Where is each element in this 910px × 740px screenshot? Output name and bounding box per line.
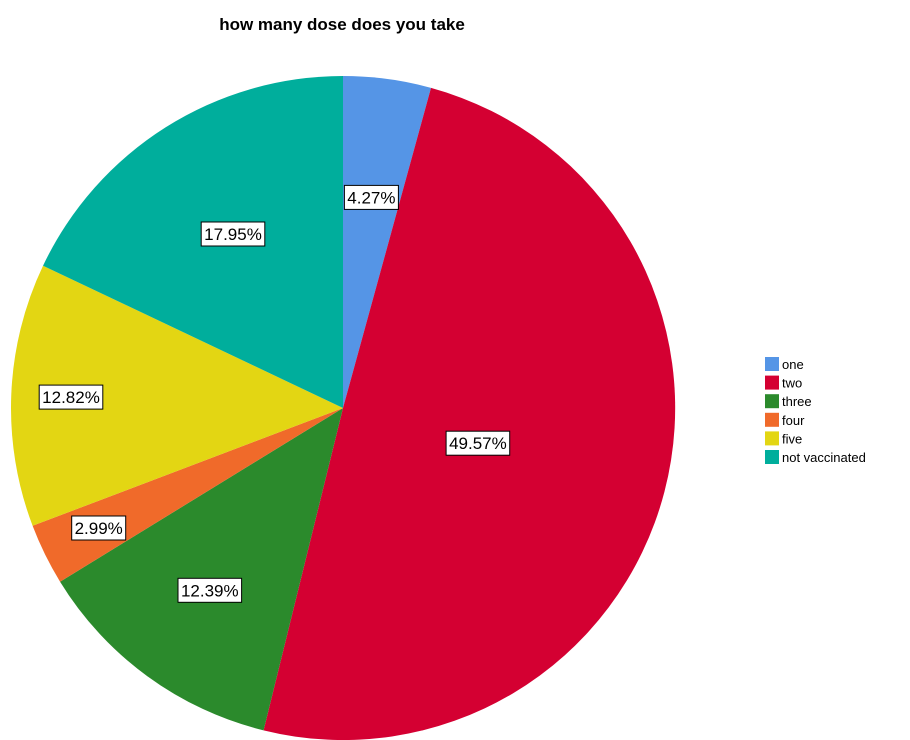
data-label-box — [38, 384, 104, 410]
legend-swatch — [765, 375, 779, 390]
data-label-box — [343, 184, 399, 210]
data-label-not-vaccinated: 17.95% — [200, 221, 266, 247]
pie-slices — [11, 76, 676, 740]
data-label-text: 49.57% — [449, 434, 507, 453]
data-label-text: 12.39% — [181, 581, 239, 600]
data-label-box — [177, 577, 243, 603]
legend-label: five — [782, 431, 802, 446]
legend-swatch — [765, 394, 779, 409]
data-label-text: 4.27% — [347, 188, 395, 207]
data-label-box — [71, 515, 127, 541]
data-label-box — [445, 430, 511, 456]
data-label-one: 4.27% — [343, 184, 399, 210]
pie-slice-not-vaccinated — [43, 76, 343, 408]
legend-item-one: one — [765, 357, 804, 372]
legend-item-five: five — [765, 431, 802, 446]
data-label-text: 12.82% — [42, 388, 100, 407]
pie-slice-three — [60, 408, 343, 731]
pie-slice-one — [343, 76, 432, 408]
legend-swatch — [765, 357, 779, 371]
legend-swatch — [765, 450, 779, 464]
data-label-text: 17.95% — [204, 225, 262, 244]
legend-item-not-vaccinated: not vaccinated — [765, 450, 866, 465]
legend: one two three four five not vaccinated — [765, 357, 866, 465]
legend-label: one — [782, 357, 804, 372]
data-label-five: 12.82% — [38, 384, 104, 410]
legend-label: four — [782, 413, 805, 428]
data-label-four: 2.99% — [71, 515, 127, 541]
legend-item-three: three — [765, 394, 812, 409]
legend-item-two: two — [765, 375, 802, 391]
chart-title: how many dose does you take — [219, 15, 465, 34]
legend-swatch — [765, 431, 779, 446]
data-label-two: 49.57% — [445, 430, 511, 456]
data-label-box — [200, 221, 266, 247]
pie-slice-five — [11, 265, 344, 526]
legend-item-four: four — [765, 412, 805, 428]
legend-label: not vaccinated — [782, 450, 866, 465]
legend-swatch — [765, 412, 779, 427]
legend-label: two — [782, 376, 802, 391]
data-label-text: 2.99% — [75, 519, 123, 538]
legend-label: three — [782, 394, 812, 409]
data-labels: 4.27% 49.57% 12.39% 2.99% 12.82% 17.95% — [38, 184, 511, 603]
pie-slice-two — [263, 87, 676, 740]
data-label-three: 12.39% — [177, 577, 243, 603]
